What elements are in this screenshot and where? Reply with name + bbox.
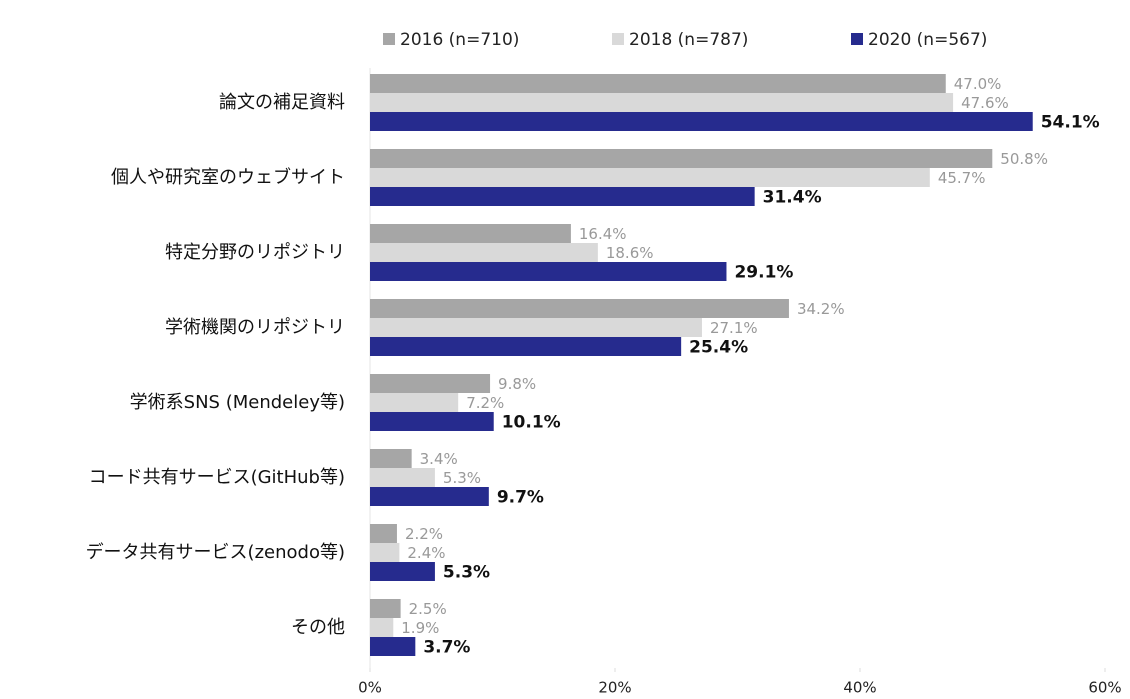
value-label: 5.3% [443, 469, 481, 487]
bar [370, 374, 491, 393]
bar [370, 243, 598, 262]
bar [370, 468, 435, 487]
value-label: 9.8% [498, 375, 536, 393]
value-label: 2.5% [409, 600, 447, 618]
x-tick-label: 40% [843, 679, 876, 697]
value-label: 50.8% [1000, 150, 1048, 168]
value-label: 9.7% [497, 488, 544, 508]
bar [370, 524, 397, 543]
bar [370, 393, 459, 412]
bar [370, 74, 946, 93]
bar [370, 562, 435, 581]
bar [370, 262, 727, 281]
bar [370, 168, 930, 187]
x-tick-label: 20% [598, 679, 631, 697]
category-label: コード共有サービス(GitHub等) [89, 467, 345, 488]
legend-swatch [383, 33, 395, 45]
bar [370, 449, 412, 468]
bar [370, 337, 682, 356]
value-label: 3.4% [420, 450, 458, 468]
bar [370, 299, 789, 318]
value-label: 47.0% [954, 75, 1002, 93]
value-label: 29.1% [734, 263, 793, 283]
category-label: 学術機関のリポジトリ [165, 317, 345, 338]
bar [370, 637, 416, 656]
value-label: 34.2% [797, 300, 845, 318]
value-label: 25.4% [689, 338, 748, 358]
value-label: 3.7% [423, 638, 470, 658]
legend-label: 2016 (n=710) [400, 30, 519, 50]
legend-swatch [851, 33, 863, 45]
category-label: 論文の補足資料 [219, 92, 345, 113]
value-label: 1.9% [401, 619, 439, 637]
legend-swatch [612, 33, 624, 45]
category-label: データ共有サービス(zenodo等) [86, 542, 345, 563]
category-label: 個人や研究室のウェブサイト [111, 166, 345, 188]
value-label: 16.4% [579, 225, 627, 243]
category-label: その他 [291, 617, 345, 638]
bar [370, 543, 400, 562]
category-label: 特定分野のリポジトリ [165, 242, 345, 263]
x-tick-label: 0% [358, 679, 382, 697]
value-label: 5.3% [443, 563, 490, 583]
legend-label: 2018 (n=787) [629, 30, 748, 50]
bar [370, 93, 954, 112]
value-label: 27.1% [710, 319, 758, 337]
value-label: 31.4% [763, 188, 822, 208]
bar [370, 412, 494, 431]
value-label: 2.4% [407, 544, 445, 562]
value-label: 18.6% [606, 244, 654, 262]
bar [370, 318, 702, 337]
value-label: 7.2% [466, 394, 504, 412]
category-label: 学術系SNS (Mendeley等) [130, 392, 345, 413]
bar [370, 112, 1033, 131]
value-label: 10.1% [502, 413, 561, 433]
bar [370, 187, 755, 206]
value-label: 2.2% [405, 525, 443, 543]
bar [370, 224, 571, 243]
legend-label: 2020 (n=567) [868, 30, 987, 50]
bar [370, 618, 394, 637]
bar [370, 599, 401, 618]
value-label: 45.7% [938, 169, 986, 187]
bar [370, 149, 993, 168]
value-label: 47.6% [961, 94, 1009, 112]
value-label: 54.1% [1041, 113, 1100, 133]
bar [370, 487, 489, 506]
x-tick-label: 60% [1088, 679, 1121, 697]
